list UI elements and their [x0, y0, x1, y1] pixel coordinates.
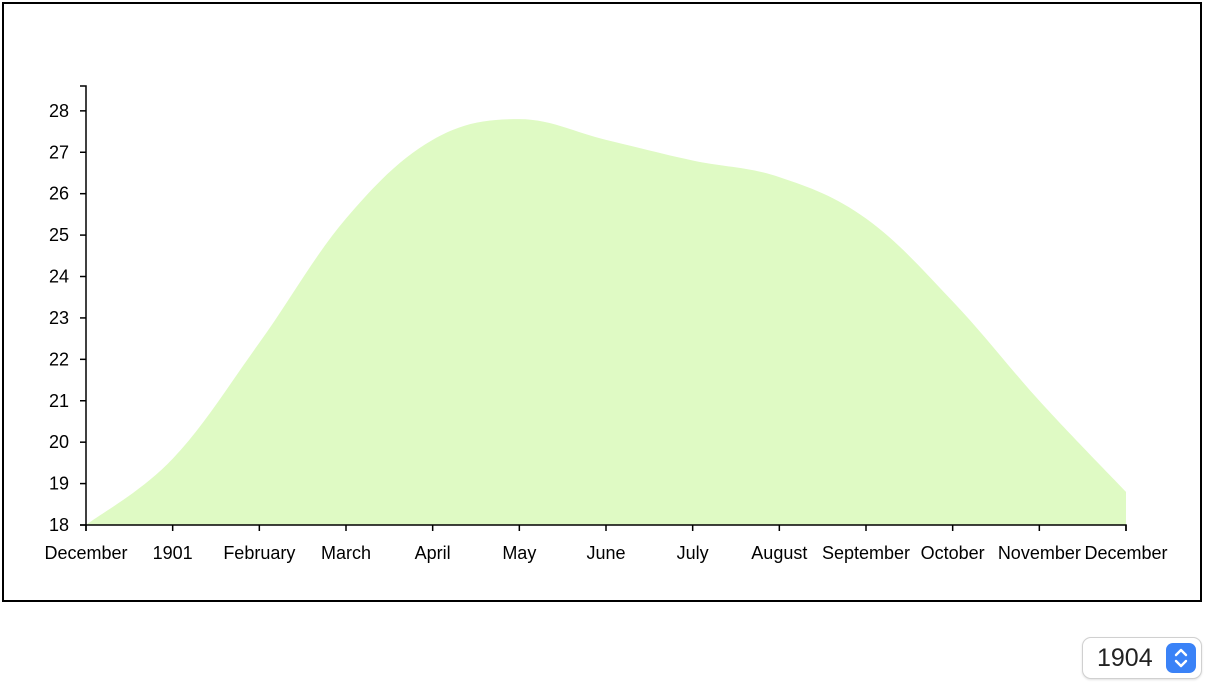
x-tick-label: December	[1084, 543, 1167, 563]
year-select[interactable]: 1904	[1082, 637, 1202, 679]
y-tick-label: 25	[49, 225, 69, 245]
y-tick-label: 23	[49, 308, 69, 328]
x-tick-label: May	[502, 543, 536, 563]
y-tick-label: 20	[49, 432, 69, 452]
area-chart: 18 19 20 21 22 23 24 25 26 27 28 December 1901 Febru…	[44, 85, 1168, 563]
y-tick-label: 27	[49, 142, 69, 162]
x-tick-label: September	[822, 543, 910, 563]
x-tick-label: December	[44, 543, 127, 563]
y-tick-label: 28	[49, 101, 69, 121]
chart-frame: 18 19 20 21 22 23 24 25 26 27 28 December 1901 Febru…	[2, 2, 1202, 602]
x-tick-label: February	[223, 543, 295, 563]
x-tick-label: June	[586, 543, 625, 563]
y-tick-label: 19	[49, 474, 69, 494]
x-tick-label: November	[998, 543, 1081, 563]
y-tick-label: 24	[49, 267, 69, 287]
x-tick-label: October	[921, 543, 985, 563]
area-series	[86, 119, 1126, 525]
x-tick-label: 1901	[153, 543, 193, 563]
y-tick-label: 18	[49, 515, 69, 535]
chevron-up-down-icon	[1166, 643, 1196, 673]
x-tick-label: August	[751, 543, 807, 563]
y-tick-label: 21	[49, 391, 69, 411]
x-axis: December 1901 February March April May June Jul…	[44, 524, 1168, 563]
y-axis: 18 19 20 21 22 23 24 25 26 27 28	[49, 85, 87, 535]
y-tick-label: 26	[49, 184, 69, 204]
x-tick-label: April	[415, 543, 451, 563]
x-tick-label: July	[677, 543, 709, 563]
y-tick-label: 22	[49, 349, 69, 369]
year-select-value: 1904	[1097, 643, 1153, 672]
x-tick-label: March	[321, 543, 371, 563]
